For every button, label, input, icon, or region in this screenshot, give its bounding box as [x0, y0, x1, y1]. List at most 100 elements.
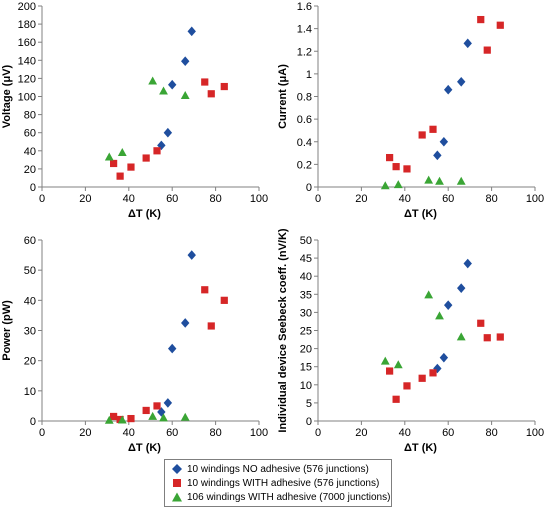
square-data-point: [429, 125, 437, 133]
legend-label: 106 windings WITH adhesive (7000 junctio…: [187, 491, 391, 503]
diamond-data-point: [181, 56, 190, 67]
y-tick-label: 1: [306, 69, 312, 81]
x-tick-label: 40: [399, 427, 411, 439]
diamond-data-point: [187, 250, 196, 260]
x-tick-label: 80: [485, 193, 497, 205]
y-axis-title: Power (pW): [1, 300, 13, 361]
triangle-data-point: [380, 356, 390, 365]
square-data-point: [418, 374, 426, 382]
square-data-point: [207, 90, 215, 98]
diamond-data-point: [157, 140, 166, 151]
triangle-marker-icon: [171, 491, 183, 503]
legend-entry-no-adhesive: 10 windings NO adhesive (576 junctions): [171, 462, 391, 476]
y-tick-label: 30: [300, 307, 312, 319]
square-data-point: [220, 296, 228, 304]
series-square: [386, 319, 504, 403]
triangle-data-point: [456, 332, 466, 341]
x-tick-label: 0: [315, 193, 321, 205]
x-tick-label: 80: [209, 193, 221, 205]
diamond-data-point: [187, 26, 196, 37]
legend-entry-106-windings: 106 windings WITH adhesive (7000 junctio…: [171, 490, 391, 504]
x-axis-title: ΔT (K): [128, 208, 161, 220]
legend: 10 windings NO adhesive (576 junctions) …: [164, 459, 392, 507]
y-tick-label: 1.2: [297, 46, 312, 58]
triangle-data-point: [424, 290, 434, 299]
square-data-point: [496, 333, 504, 341]
square-data-point: [220, 82, 228, 91]
y-tick-label: 25: [300, 326, 312, 338]
triangle-data-point: [435, 176, 444, 185]
y-tick-label: 15: [300, 362, 312, 374]
diamond-data-point: [163, 127, 173, 138]
diamond-data-point: [181, 318, 190, 328]
series-diamond: [157, 26, 196, 151]
diamond-data-point: [168, 343, 177, 354]
x-tick-label: 60: [166, 427, 178, 439]
triangle-data-point: [159, 86, 168, 95]
square-data-point: [110, 159, 118, 168]
diamond-data-point: [457, 283, 466, 293]
y-tick-label: 140: [18, 55, 36, 67]
series-triangle: [380, 175, 466, 190]
square-data-point: [477, 15, 485, 24]
legend-entry-with-adhesive: 10 windings WITH adhesive (576 junctions…: [171, 476, 391, 490]
x-tick-label: 40: [123, 193, 135, 205]
x-tick-label: 20: [355, 193, 367, 205]
triangle-data-point: [104, 152, 114, 161]
diamond-data-point: [444, 300, 453, 310]
y-tick-label: 0: [306, 182, 312, 194]
triangle-data-point: [393, 180, 403, 189]
diamond-data-point: [433, 150, 442, 161]
x-tick-label: 20: [79, 427, 91, 439]
square-data-point: [201, 78, 209, 86]
square-data-point: [392, 395, 400, 403]
triangle-data-point: [435, 311, 444, 320]
series-diamond: [433, 38, 472, 161]
diamond-data-point: [463, 258, 472, 269]
diamond-data-point: [457, 76, 466, 87]
square-data-point: [429, 369, 437, 377]
triangle-data-point: [456, 176, 466, 185]
diamond-data-point: [168, 79, 177, 90]
x-axis-title: ΔT (K): [404, 442, 437, 454]
square-data-point: [110, 412, 118, 421]
y-tick-label: 5: [306, 398, 312, 410]
y-tick-label: 10: [300, 380, 312, 392]
triangle-data-point: [424, 175, 434, 184]
series-square: [386, 15, 504, 173]
x-tick-label: 0: [315, 427, 321, 439]
square-data-point: [142, 154, 150, 162]
series-triangle: [104, 411, 190, 424]
square-data-point: [207, 322, 215, 330]
x-tick-label: 100: [250, 427, 268, 439]
y-tick-label: 0.8: [297, 92, 312, 104]
seebeck-panel: 0 20 40 60 80 100 0 5 10 15 20 25 30 35 40 45 50 ΔT (K) In…: [277, 228, 544, 454]
square-data-point: [201, 286, 209, 294]
y-tick-label: 40: [300, 271, 312, 283]
y-tick-label: 0: [30, 182, 36, 194]
square-data-point: [418, 131, 426, 139]
y-tick-label: 20: [24, 164, 36, 176]
y-tick-label: 120: [18, 73, 36, 85]
y-tick-label: 200: [18, 1, 36, 13]
diamond-data-point: [439, 352, 449, 363]
diamond-marker-icon: [171, 463, 183, 475]
x-tick-label: 60: [442, 427, 454, 439]
legend-label: 10 windings NO adhesive (576 junctions): [187, 463, 369, 475]
x-tick-label: 0: [39, 193, 45, 205]
series-square: [110, 78, 228, 180]
square-data-point: [403, 382, 411, 390]
y-tick-label: 50: [24, 265, 36, 277]
current-panel: 0 20 40 60 80 100 0 0.2 0.4 0.6 0.8 1 1.2 1.4 1.6 ΔT (K…: [277, 1, 544, 220]
y-tick-label: 20: [300, 344, 312, 356]
x-tick-label: 60: [166, 193, 178, 205]
y-tick-label: 80: [24, 110, 36, 122]
y-tick-label: 60: [24, 128, 36, 140]
square-data-point: [153, 402, 161, 410]
triangle-data-point: [148, 76, 158, 85]
x-tick-label: 60: [442, 193, 454, 205]
square-data-point: [127, 414, 135, 423]
diamond-data-point: [439, 136, 449, 147]
square-data-point: [386, 367, 394, 375]
square-data-point: [496, 21, 504, 29]
